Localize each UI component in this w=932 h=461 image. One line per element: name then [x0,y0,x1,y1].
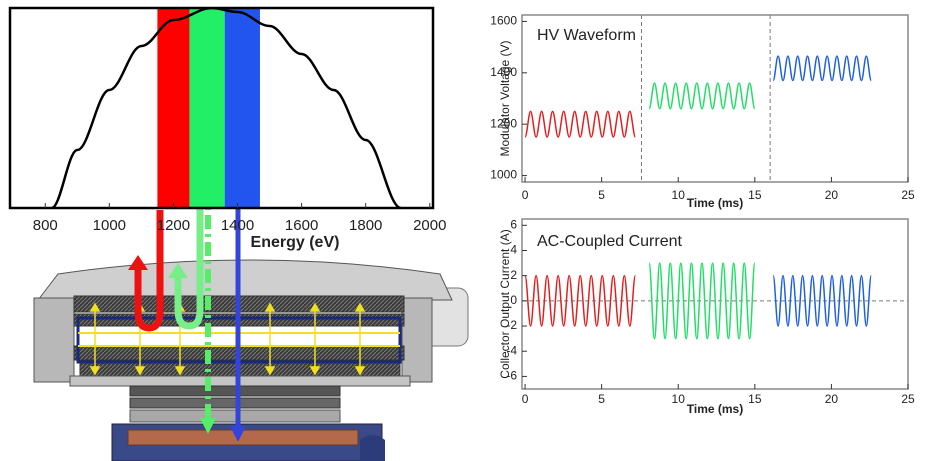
series-line [772,55,872,82]
device-part [129,397,341,409]
device-part [129,409,341,423]
device-part [230,426,246,442]
energy-band [224,8,260,208]
y-tick-label: -2 [506,318,517,332]
device-part [200,418,216,434]
device-illustration [33,172,469,461]
y-tick-label: -4 [506,343,517,357]
device-part [33,297,75,383]
y-tick-label: 1600 [490,14,517,28]
y-axis-label: Modulator Voltage (V) [498,40,512,156]
x-axis-label: Time (ms) [687,402,743,416]
device-part [128,255,148,270]
device-part [401,297,433,383]
series-line [648,82,756,110]
device-part [360,435,385,461]
device-part [127,429,359,446]
x-tick-label: 5 [598,188,605,202]
plot-frame [521,218,909,390]
x-tick-label: 20 [825,392,839,406]
x-tick-label: 1400 [221,217,254,234]
chart-title: AC-Coupled Current [537,233,683,250]
chart-title: HV Waveform [537,27,636,44]
x-tick-label: 1000 [93,217,126,234]
x-tick-label: 2000 [413,217,446,234]
y-tick-label: 4 [510,243,517,257]
x-tick-label: 15 [748,188,762,202]
series-line [524,274,637,327]
device-part [134,210,164,332]
y-tick-label: 1000 [490,168,517,182]
x-axis-label: Time (ms) [687,196,743,210]
series-line [524,110,637,138]
energy-band [189,8,225,208]
x-axis-label: Energy (eV) [251,234,340,251]
energy-band [157,8,190,208]
x-tick-label: 25 [901,392,915,406]
device-part [174,185,204,330]
device-part [129,385,341,397]
x-tick-label: 800 [33,217,58,234]
device-part [168,263,188,278]
plot-area [50,8,402,208]
y-tick-label: 6 [510,217,517,231]
x-tick-label: 1800 [349,217,382,234]
y-axis-label: Collector Output Current (A) [498,229,512,378]
y-tick-label: -6 [506,369,517,383]
x-tick-label: 10 [672,188,686,202]
plot-frame [8,6,435,210]
y-tick-label: 2 [510,268,517,282]
x-tick-label: 15 [748,392,762,406]
plot-area [522,262,908,340]
x-tick-label: 0 [522,188,529,202]
x-tick-label: 1600 [285,217,318,234]
series-line [50,8,402,208]
plot-area [524,15,872,182]
series-line [772,274,872,327]
x-tick-label: 1200 [157,217,190,234]
x-tick-label: 0 [522,392,529,406]
x-tick-label: 5 [598,392,605,406]
device-part [89,302,366,376]
series-line [648,262,756,340]
x-tick-label: 20 [825,188,839,202]
y-tick-label: 1200 [490,116,517,130]
x-tick-label: 10 [672,392,686,406]
x-tick-label: 25 [901,188,915,202]
y-tick-label: 1400 [490,65,517,79]
plot-frame [521,14,909,183]
y-tick-label: 0 [510,293,517,307]
device-part [36,259,453,301]
